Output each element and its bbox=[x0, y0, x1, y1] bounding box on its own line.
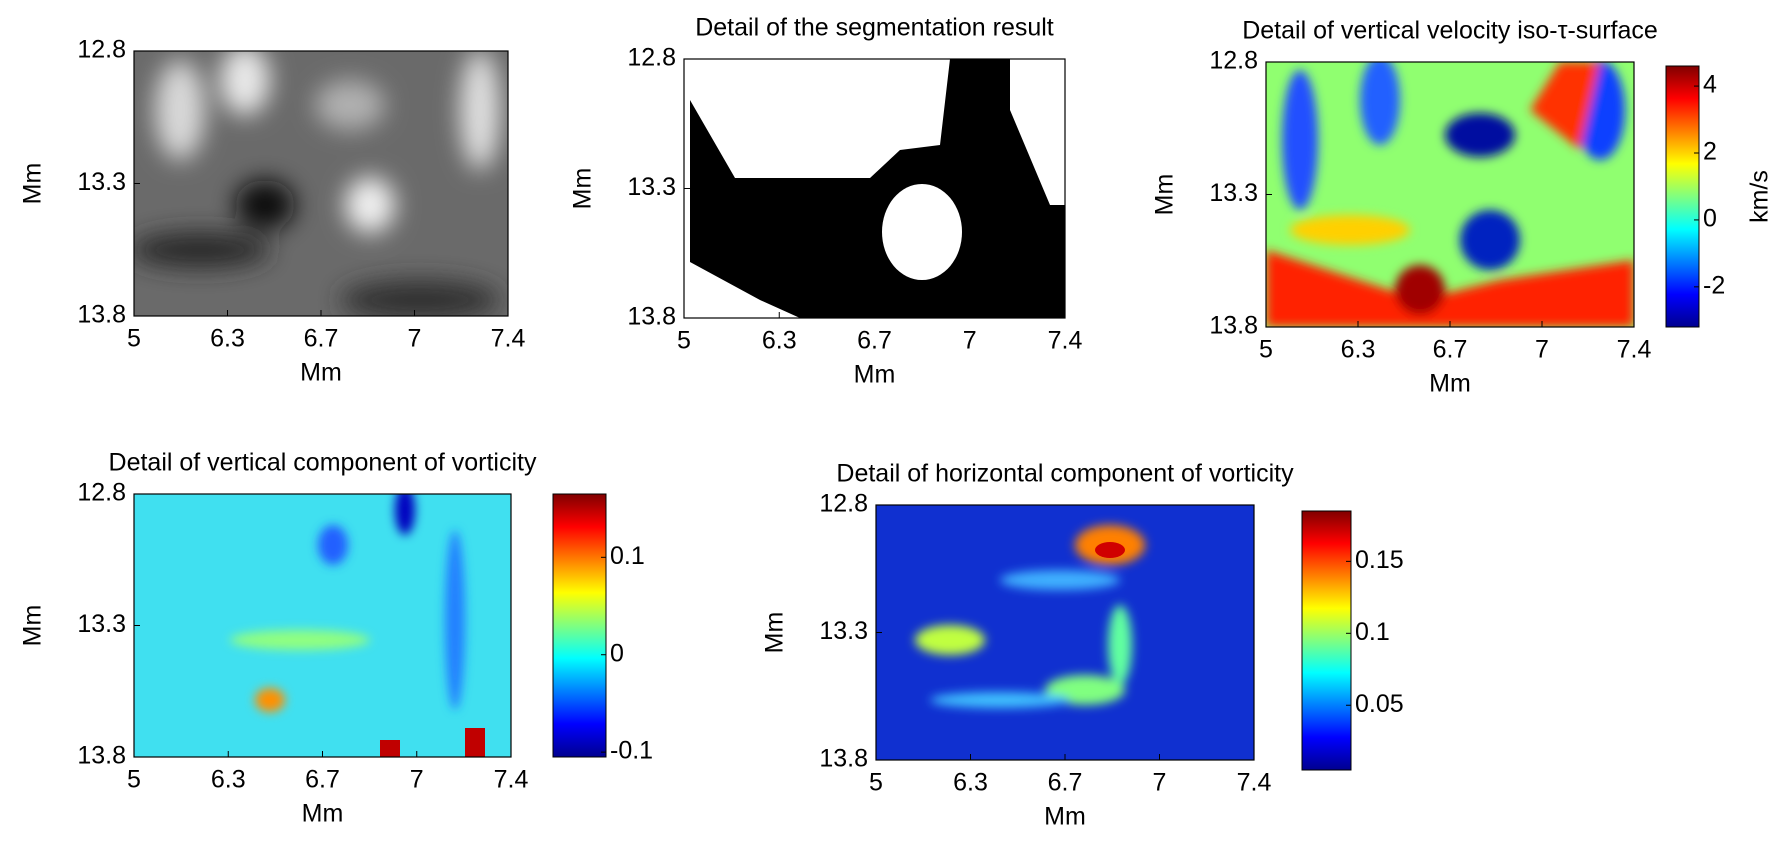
colorbar-tick-label: 0.15 bbox=[1355, 546, 1404, 574]
image-segmentation bbox=[684, 59, 1065, 318]
x-tick-label: 7.4 bbox=[1048, 327, 1083, 355]
x-tick-label: 7.4 bbox=[1617, 336, 1652, 364]
colorbar-tick-label: -2 bbox=[1703, 271, 1725, 299]
y-axis-label: Mm bbox=[569, 168, 597, 210]
panel-title: Detail of horizontal component of vortic… bbox=[836, 460, 1294, 488]
x-tick-label: 5 bbox=[869, 769, 883, 797]
colorbar bbox=[552, 493, 607, 758]
colorbar-tick-label: 4 bbox=[1703, 71, 1717, 99]
colorbar bbox=[1665, 65, 1700, 328]
x-tick-label: 7 bbox=[410, 766, 424, 794]
colorbar-label: km/s bbox=[1746, 170, 1774, 223]
y-axis-label: Mm bbox=[761, 612, 789, 654]
x-tick-label: 7 bbox=[1153, 769, 1167, 797]
y-tick-label: 13.3 bbox=[627, 173, 676, 201]
y-tick-label: 13.3 bbox=[819, 617, 868, 645]
y-axis-label: Mm bbox=[19, 163, 47, 205]
image-vorticity-vertical bbox=[134, 494, 511, 757]
x-tick-label: 7.4 bbox=[491, 325, 526, 353]
panel-title: Detail of the segmentation result bbox=[695, 14, 1054, 42]
panel-title: Detail of vertical velocity iso-τ-surfac… bbox=[1242, 17, 1658, 45]
y-tick-label: 13.3 bbox=[77, 168, 126, 196]
x-tick-label: 6.7 bbox=[305, 766, 340, 794]
x-axis-label: Mm bbox=[854, 361, 896, 389]
y-tick-label: 12.8 bbox=[77, 36, 126, 64]
y-tick-label: 13.8 bbox=[77, 301, 126, 329]
x-tick-label: 5 bbox=[127, 325, 141, 353]
x-tick-label: 7 bbox=[963, 327, 977, 355]
colorbar-tick-label: 0 bbox=[610, 639, 624, 667]
colorbar-tick-label: 0 bbox=[1703, 205, 1717, 233]
x-tick-label: 7 bbox=[408, 325, 422, 353]
x-tick-label: 6.3 bbox=[211, 766, 246, 794]
x-tick-label: 6.3 bbox=[953, 769, 988, 797]
x-axis-label: Mm bbox=[302, 800, 344, 828]
x-axis-label: Mm bbox=[1429, 370, 1471, 398]
y-tick-label: 13.3 bbox=[1209, 179, 1258, 207]
y-tick-label: 13.8 bbox=[819, 745, 868, 773]
x-tick-label: 7.4 bbox=[494, 766, 529, 794]
x-tick-label: 5 bbox=[127, 766, 141, 794]
colorbar-tick-label: -0.1 bbox=[610, 737, 653, 765]
y-axis-label: Mm bbox=[19, 605, 47, 647]
x-tick-label: 7.4 bbox=[1237, 769, 1272, 797]
colorbar-tick-label: 0.1 bbox=[1355, 618, 1390, 646]
y-tick-label: 12.8 bbox=[819, 490, 868, 518]
y-tick-label: 13.8 bbox=[77, 742, 126, 770]
image-vorticity-horizontal bbox=[876, 505, 1254, 760]
colorbar-tick-label: 0.05 bbox=[1355, 690, 1404, 718]
colorbar-tick-label: 2 bbox=[1703, 138, 1717, 166]
colorbar bbox=[1301, 510, 1352, 771]
x-axis-label: Mm bbox=[300, 359, 342, 387]
x-tick-label: 5 bbox=[1259, 336, 1273, 364]
x-tick-label: 6.7 bbox=[304, 325, 339, 353]
y-tick-label: 13.3 bbox=[77, 610, 126, 638]
y-tick-label: 12.8 bbox=[1209, 47, 1258, 75]
image-gray bbox=[134, 51, 508, 316]
x-tick-label: 6.7 bbox=[1048, 769, 1083, 797]
image-velocity bbox=[1266, 62, 1634, 327]
y-tick-label: 12.8 bbox=[77, 479, 126, 507]
colorbar-tick-label: 0.1 bbox=[610, 542, 645, 570]
y-axis-label: Mm bbox=[1151, 174, 1179, 216]
y-tick-label: 13.8 bbox=[1209, 312, 1258, 340]
x-tick-label: 6.3 bbox=[210, 325, 245, 353]
y-tick-label: 12.8 bbox=[627, 44, 676, 72]
x-axis-label: Mm bbox=[1044, 803, 1086, 831]
x-tick-label: 7 bbox=[1535, 336, 1549, 364]
y-tick-label: 13.8 bbox=[627, 303, 676, 331]
panel-title: Detail of vertical component of vorticit… bbox=[109, 449, 537, 477]
x-tick-label: 6.3 bbox=[762, 327, 797, 355]
x-tick-label: 6.7 bbox=[1433, 336, 1468, 364]
x-tick-label: 6.3 bbox=[1341, 336, 1376, 364]
x-tick-label: 6.7 bbox=[857, 327, 892, 355]
x-tick-label: 5 bbox=[677, 327, 691, 355]
